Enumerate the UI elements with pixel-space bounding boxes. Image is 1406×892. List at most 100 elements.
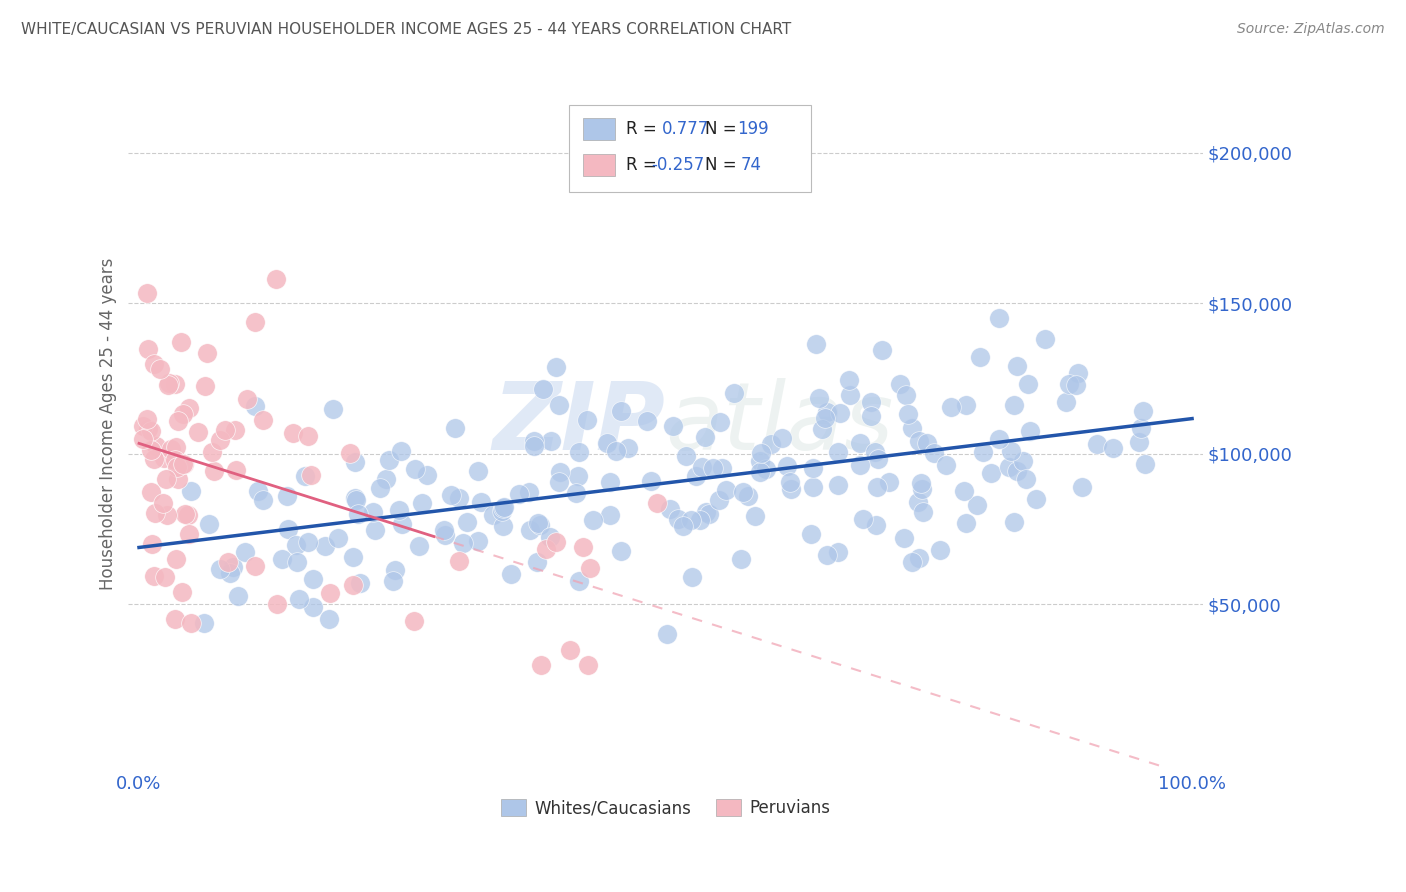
Point: [1133, 457, 1156, 471]
Point: [709, 416, 731, 430]
Point: [404, 461, 426, 475]
Point: [636, 414, 658, 428]
Point: [364, 523, 387, 537]
Point: [195, 346, 218, 360]
Point: [141, 537, 163, 551]
Point: [568, 574, 591, 588]
Point: [672, 518, 695, 533]
FancyBboxPatch shape: [583, 153, 614, 176]
Point: [911, 482, 934, 496]
Point: [804, 337, 827, 351]
Point: [152, 451, 174, 466]
Point: [540, 434, 562, 449]
Point: [800, 526, 823, 541]
Point: [389, 443, 412, 458]
Point: [801, 461, 824, 475]
Point: [690, 460, 713, 475]
Point: [492, 500, 515, 515]
Point: [301, 468, 323, 483]
Point: [139, 424, 162, 438]
Point: [955, 516, 977, 530]
Point: [180, 616, 202, 631]
Point: [689, 513, 711, 527]
Point: [233, 545, 256, 559]
Point: [1033, 332, 1056, 346]
Point: [143, 451, 166, 466]
Point: [508, 487, 530, 501]
Point: [755, 462, 778, 476]
Point: [709, 492, 731, 507]
Point: [252, 492, 274, 507]
Point: [285, 555, 308, 569]
Point: [567, 469, 589, 483]
Point: [828, 406, 851, 420]
Point: [499, 567, 522, 582]
Point: [221, 559, 243, 574]
Point: [538, 530, 561, 544]
Point: [217, 555, 239, 569]
Point: [572, 540, 595, 554]
Text: 199: 199: [738, 120, 769, 138]
Point: [596, 436, 619, 450]
Point: [172, 407, 194, 421]
Point: [314, 539, 336, 553]
Point: [344, 492, 367, 507]
Point: [526, 555, 548, 569]
Point: [749, 446, 772, 460]
Point: [456, 516, 478, 530]
Point: [517, 484, 540, 499]
Point: [723, 386, 745, 401]
Point: [581, 513, 603, 527]
Point: [236, 392, 259, 406]
Point: [1057, 377, 1080, 392]
Point: [779, 475, 801, 489]
Point: [827, 477, 849, 491]
Point: [675, 449, 697, 463]
Point: [546, 360, 568, 375]
Point: [377, 453, 399, 467]
Point: [166, 460, 188, 475]
Point: [617, 441, 640, 455]
Point: [548, 465, 571, 479]
Point: [935, 458, 957, 472]
Point: [163, 452, 186, 467]
Point: [276, 489, 298, 503]
Point: [915, 436, 938, 450]
Point: [138, 422, 160, 436]
Text: Source: ZipAtlas.com: Source: ZipAtlas.com: [1237, 22, 1385, 37]
Text: R =: R =: [626, 156, 657, 175]
Point: [177, 508, 200, 522]
Point: [730, 551, 752, 566]
Point: [132, 419, 155, 434]
Point: [759, 437, 782, 451]
Text: 0.777: 0.777: [662, 120, 710, 138]
Point: [301, 599, 323, 614]
Point: [135, 412, 157, 426]
Point: [363, 505, 385, 519]
Point: [198, 517, 221, 532]
Point: [827, 444, 849, 458]
Point: [470, 495, 492, 509]
Point: [907, 494, 929, 508]
Point: [866, 452, 889, 467]
Point: [972, 445, 994, 459]
Point: [1017, 376, 1039, 391]
Point: [1128, 435, 1150, 450]
Point: [225, 462, 247, 476]
Point: [839, 387, 862, 401]
Point: [218, 566, 240, 581]
Point: [811, 422, 834, 436]
Point: [177, 526, 200, 541]
Point: [922, 446, 945, 460]
Point: [294, 468, 316, 483]
Point: [492, 500, 515, 515]
Point: [266, 597, 288, 611]
Text: -0.257: -0.257: [651, 156, 704, 175]
Point: [173, 457, 195, 471]
Point: [716, 483, 738, 497]
Point: [534, 542, 557, 557]
Point: [870, 343, 893, 358]
Point: [451, 536, 474, 550]
Text: N =: N =: [706, 120, 737, 138]
Point: [226, 590, 249, 604]
